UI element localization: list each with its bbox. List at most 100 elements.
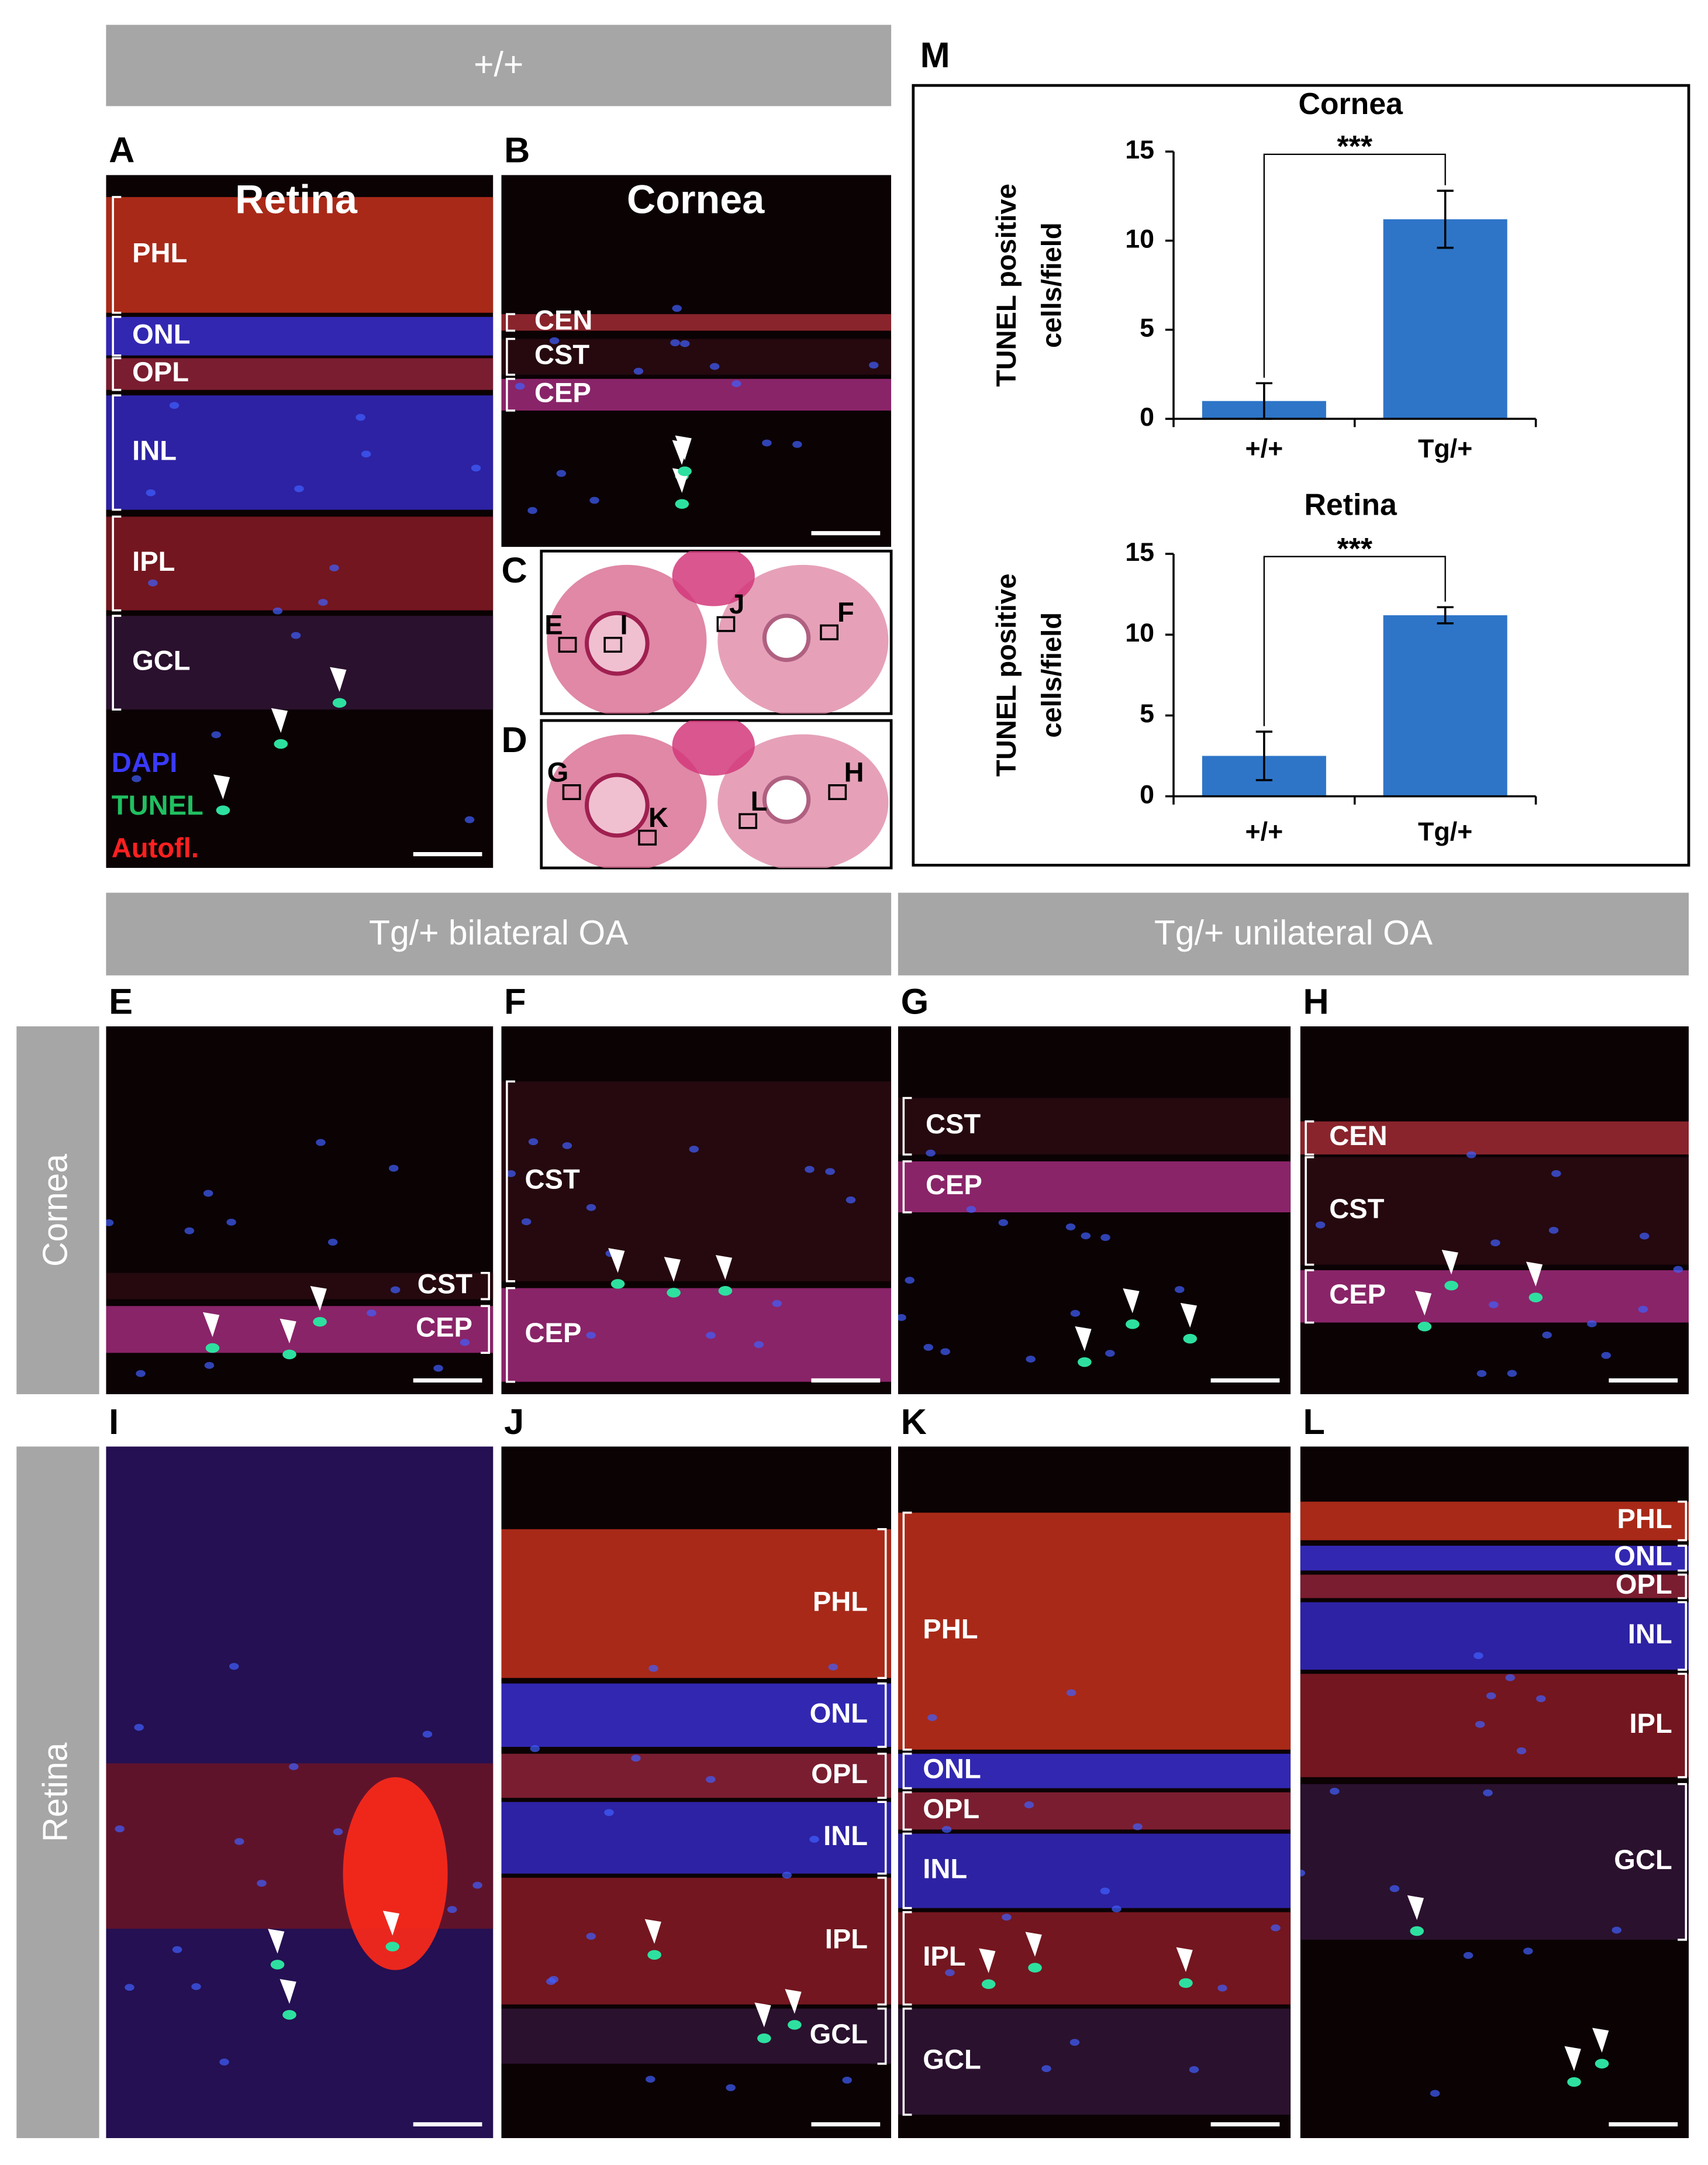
panel-letter: H <box>1303 981 1329 1021</box>
layer-bracket <box>1305 1120 1314 1156</box>
histology <box>547 720 889 868</box>
y-tick-label: 10 <box>1125 224 1154 253</box>
tunel-cell <box>1528 1292 1543 1302</box>
layer-label: GCL <box>810 2018 868 2049</box>
x-tick-label: Tg/+ <box>1418 817 1472 846</box>
tissue-layer <box>501 2008 892 2064</box>
nucleus <box>361 450 371 458</box>
arrowhead <box>608 1248 625 1273</box>
histology <box>547 551 889 714</box>
header-band <box>898 892 1689 975</box>
nucleus <box>1024 1801 1034 1809</box>
arrowhead <box>1180 1302 1198 1328</box>
layer-bracket <box>1678 1500 1688 1542</box>
nucleus <box>709 363 720 370</box>
nucleus <box>234 1838 244 1845</box>
region-label: L <box>751 785 768 816</box>
arrowhead <box>1441 1250 1458 1275</box>
nucleus <box>604 1809 614 1816</box>
nucleus <box>1640 1232 1650 1240</box>
layer-bracket <box>1678 1601 1688 1671</box>
arrowhead <box>1564 2046 1581 2071</box>
nucleus <box>1489 1301 1499 1308</box>
nucleus <box>1174 1286 1185 1293</box>
nucleus <box>926 1149 936 1157</box>
micrograph <box>898 1446 1291 2139</box>
nucleus <box>1330 1787 1340 1795</box>
tissue-layer <box>106 1306 494 1353</box>
nucleus <box>868 361 879 369</box>
y-tick-label: 5 <box>1140 699 1154 728</box>
arrowhead <box>1025 1932 1042 1957</box>
arrowhead <box>280 1318 296 1344</box>
layer-bracket <box>877 1801 887 1875</box>
layer-label: CEP <box>416 1312 472 1343</box>
nucleus <box>706 1776 716 1783</box>
arrowhead <box>644 1919 661 1944</box>
layer-bracket <box>112 515 122 612</box>
layer-bracket <box>1678 1783 1688 1941</box>
nucleus <box>731 380 741 387</box>
layer-bracket <box>481 1305 491 1354</box>
layer-label: IPL <box>825 1923 868 1954</box>
tissue-section <box>672 551 755 606</box>
nucleus <box>706 1332 716 1339</box>
tissue-layer <box>106 516 494 611</box>
header-label: Tg/+ unilateral OA <box>1154 914 1433 952</box>
micrograph <box>106 175 494 868</box>
tissue-layer <box>501 1753 892 1798</box>
nucleus <box>1505 1674 1515 1681</box>
nucleus <box>772 1300 782 1307</box>
nucleus <box>257 1880 267 1887</box>
layer-label: CEP <box>1329 1278 1386 1309</box>
tissue-layer <box>501 1802 892 1874</box>
nucleus <box>648 1664 658 1672</box>
tissue-layer <box>898 2008 1291 2115</box>
nucleus <box>506 1170 516 1177</box>
layer-label: INL <box>132 435 177 466</box>
nucleus <box>1490 1239 1500 1247</box>
row-band <box>16 1026 99 1394</box>
nucleus <box>204 1361 215 1369</box>
nucleus <box>132 775 142 782</box>
nucleus <box>289 1763 299 1770</box>
layer-label: PHL <box>1617 1503 1672 1534</box>
tunel-cell <box>216 805 230 815</box>
tissue-layer <box>106 1273 494 1299</box>
nucleus <box>825 1168 835 1175</box>
nucleus <box>1133 1823 1143 1830</box>
nucleus <box>367 1309 377 1316</box>
y-axis-label: cells/field <box>1036 222 1067 348</box>
panel-letter: B <box>504 130 530 170</box>
arrowhead <box>268 1929 285 1954</box>
nucleus <box>754 1341 764 1349</box>
layer-label: PHL <box>923 1614 978 1645</box>
nucleus <box>586 1332 596 1339</box>
tissue-layer <box>1300 1546 1689 1571</box>
tunel-cell <box>1444 1281 1458 1291</box>
layer-bracket <box>1678 1573 1688 1599</box>
nucleus <box>1105 1350 1115 1357</box>
nucleus <box>1476 1370 1487 1377</box>
nucleus <box>356 413 365 421</box>
nucleus <box>945 1969 955 1977</box>
nucleus <box>184 1227 195 1235</box>
arrowhead <box>979 1948 996 1973</box>
error-bar <box>1437 189 1454 249</box>
layer-label: GCL <box>923 2044 981 2075</box>
layer-bracket <box>506 313 516 332</box>
nucleus <box>422 1730 433 1738</box>
nucleus <box>471 464 481 472</box>
layer-bracket <box>1305 1156 1314 1266</box>
nucleus <box>1189 2066 1199 2073</box>
nucleus <box>530 1745 540 1752</box>
significance-label: *** <box>1337 532 1373 566</box>
tunel-cell <box>981 1979 996 1990</box>
micrograph <box>501 175 892 547</box>
nucleus <box>846 1196 856 1204</box>
tissue-layer <box>898 1512 1291 1750</box>
nucleus <box>333 1828 343 1836</box>
nucleus <box>672 305 682 312</box>
layer-label: ONL <box>923 1753 981 1784</box>
nucleus <box>1002 1914 1012 1921</box>
